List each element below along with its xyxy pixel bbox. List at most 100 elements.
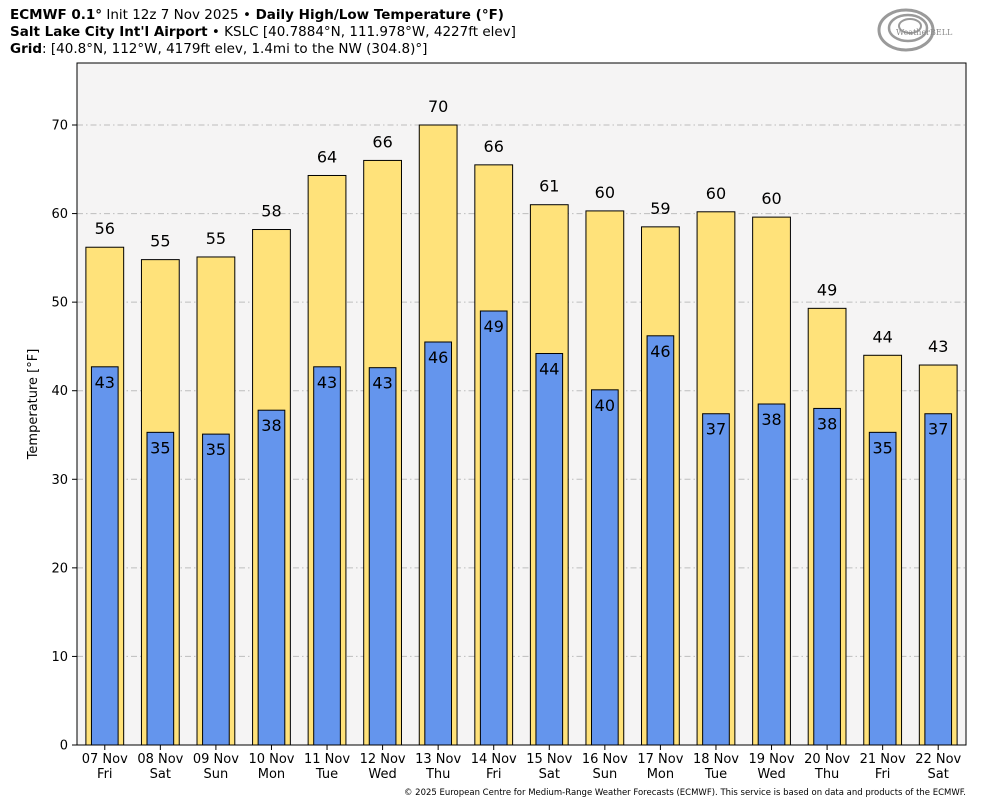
x-tick-day: Thu — [814, 767, 839, 782]
x-tick-day: Fri — [875, 767, 891, 782]
x-tick-day: Fri — [486, 767, 502, 782]
plot-frame — [76, 62, 967, 746]
x-tick-date: 08 Nov — [137, 752, 183, 767]
x-tick-date: 07 Nov — [82, 752, 128, 767]
low-temp-bar — [702, 413, 730, 746]
high-temp-label: 60 — [761, 189, 781, 208]
x-tick-date: 12 Nov — [360, 752, 406, 767]
low-temp-bar — [313, 366, 341, 746]
x-tick-day: Tue — [315, 767, 338, 782]
y-tick-label: 0 — [60, 739, 68, 754]
high-temp-label: 66 — [484, 137, 504, 156]
y-tick-label: 60 — [51, 207, 68, 222]
low-temp-label: 46 — [428, 348, 448, 367]
high-temp-label: 58 — [261, 202, 281, 221]
bars: 56 43 55 35 55 35 58 38 64 43 66 43 70 46 66 49 61 44 60 40… — [85, 97, 958, 746]
y-tick-label: 40 — [51, 384, 68, 399]
y-tick-label: 20 — [51, 561, 68, 576]
y-tick-label: 10 — [51, 650, 68, 665]
low-temp-bar — [757, 403, 786, 746]
x-tick-day: Sat — [539, 767, 560, 782]
low-temp-label: 49 — [484, 317, 504, 336]
low-temp-bar — [868, 431, 897, 746]
x-tick-date: 18 Nov — [693, 752, 739, 767]
header-separator: • — [207, 24, 225, 40]
high-temp-label: 60 — [595, 183, 615, 202]
x-tick-day: Sat — [928, 767, 949, 782]
x-tick-date: 19 Nov — [749, 752, 795, 767]
low-temp-bar — [646, 335, 675, 746]
grid-label: Grid — [10, 41, 43, 57]
high-temp-label: 56 — [95, 219, 115, 238]
header-line-1: ECMWF 0.1° Init 12z 7 Nov 2025 • Daily H… — [10, 7, 504, 24]
low-temp-label: 40 — [595, 396, 615, 415]
x-tick-date: 15 Nov — [526, 752, 572, 767]
low-temp-bar — [368, 367, 397, 746]
init-time: Init 12z 7 Nov 2025 — [102, 7, 243, 23]
low-temp-label: 37 — [928, 420, 948, 439]
low-temp-label: 44 — [539, 360, 559, 379]
low-temp-label: 38 — [761, 410, 781, 429]
low-temp-label: 43 — [372, 374, 392, 393]
x-tick-date: 10 Nov — [248, 752, 294, 767]
x-tick-date: 17 Nov — [637, 752, 683, 767]
high-temp-label: 44 — [872, 327, 892, 346]
y-axis-label: Temperature [°F] — [26, 349, 41, 461]
chart-title: Daily High/Low Temperature (°F) — [250, 7, 504, 23]
x-tick-date: 09 Nov — [193, 752, 239, 767]
low-temp-label: 43 — [317, 373, 337, 392]
high-temp-label: 61 — [539, 177, 559, 196]
x-tick-date: 22 Nov — [915, 752, 961, 767]
high-temp-label: 59 — [650, 199, 670, 218]
x-tick-day: Sun — [204, 767, 229, 782]
x-tick-day: Thu — [425, 767, 450, 782]
high-temp-label: 49 — [817, 280, 837, 299]
x-tick-day: Wed — [368, 767, 396, 782]
x-tick-date: 13 Nov — [415, 752, 461, 767]
low-temp-label: 37 — [706, 420, 726, 439]
high-temp-label: 66 — [372, 132, 392, 151]
low-temp-label: 35 — [206, 440, 226, 459]
x-tick-date: 16 Nov — [582, 752, 628, 767]
low-temp-bar — [202, 433, 230, 746]
x-tick-date: 20 Nov — [804, 752, 850, 767]
y-tick-label: 50 — [51, 296, 68, 311]
x-tick-day: Sat — [150, 767, 171, 782]
x-tick-day: Fri — [97, 767, 113, 782]
low-temp-bar — [424, 341, 452, 746]
low-temp-bar — [146, 431, 175, 746]
x-tick-day: Wed — [757, 767, 785, 782]
low-temp-bar — [479, 310, 508, 746]
station-name: Salt Lake City Int'l Airport — [10, 24, 208, 40]
x-tick-day: Sun — [592, 767, 617, 782]
x-tick-day: Tue — [704, 767, 727, 782]
weatherbell-logo: WeatherBELL — [877, 8, 953, 52]
y-tick-label: 30 — [51, 473, 68, 488]
high-temp-label: 43 — [928, 337, 948, 356]
header-separator: • — [242, 7, 251, 23]
y-tick-label: 70 — [51, 119, 68, 134]
low-temp-label: 46 — [650, 342, 670, 361]
low-temp-bar — [257, 409, 286, 746]
header-line-3: Grid: [40.8°N, 112°W, 4179ft elev, 1.4mi… — [10, 41, 427, 58]
header-line-2: Salt Lake City Int'l Airport • KSLC [40.… — [10, 24, 516, 41]
high-temp-label: 55 — [150, 232, 170, 251]
low-temp-bar — [924, 413, 953, 746]
low-temp-bar — [813, 407, 841, 746]
x-tick-date: 14 Nov — [471, 752, 517, 767]
grid-detail: : [40.8°N, 112°W, 4179ft elev, 1.4mi to … — [42, 41, 428, 57]
swirl-logo-icon — [877, 8, 935, 52]
low-temp-bar — [535, 353, 564, 746]
x-tick-day: Mon — [647, 767, 674, 782]
high-temp-label: 55 — [206, 229, 226, 248]
low-temp-label: 43 — [95, 373, 115, 392]
y-axis: 0 10 20 30 40 50 60 70 — [51, 119, 77, 754]
high-temp-label: 64 — [317, 147, 337, 166]
low-temp-bar — [90, 366, 119, 746]
model-name: ECMWF 0.1° — [10, 7, 103, 23]
logo-text: WeatherBELL — [896, 28, 953, 37]
high-temp-label: 70 — [428, 97, 448, 116]
x-tick-day: Mon — [258, 767, 285, 782]
